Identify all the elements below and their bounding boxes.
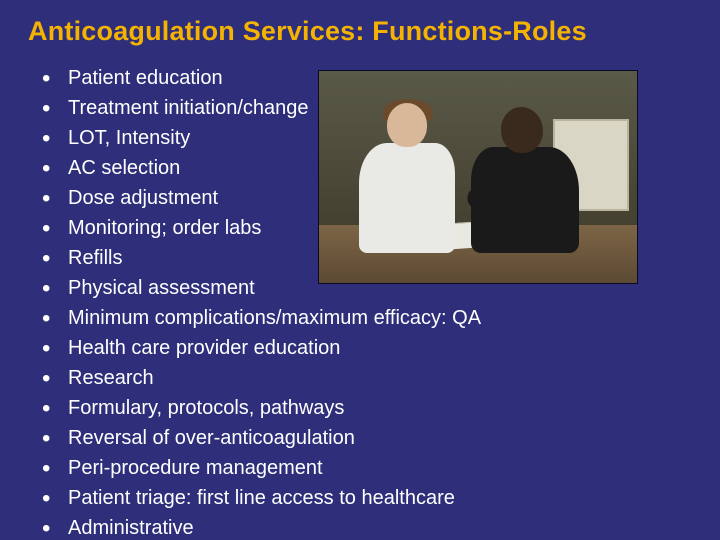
list-item: Health care provider education xyxy=(40,335,720,362)
list-item-label: LOT, Intensity xyxy=(68,127,190,149)
list-item-label: Patient triage: first line access to hea… xyxy=(68,487,455,509)
bullet-list: Patient education Treatment initiation/c… xyxy=(40,65,720,540)
list-item-label: Treatment initiation/change xyxy=(68,97,309,119)
list-item-label: Research xyxy=(68,367,154,389)
list-item-label: AC selection xyxy=(68,157,180,179)
list-item: Administrative xyxy=(40,515,720,540)
list-item-label: Monitoring; order labs xyxy=(68,217,261,239)
list-item: Reversal of over-anticoagulation xyxy=(40,425,720,452)
list-item: Physical assessment xyxy=(40,275,720,302)
list-item: Refills xyxy=(40,245,720,272)
list-item: Patient education xyxy=(40,65,720,92)
list-item-label: Dose adjustment xyxy=(68,187,218,209)
list-item: Dose adjustment xyxy=(40,185,720,212)
list-item-label: Patient education xyxy=(68,67,223,89)
list-item-label: Reversal of over-anticoagulation xyxy=(68,427,355,449)
list-item: Treatment initiation/change xyxy=(40,95,720,122)
list-item-label: Physical assessment xyxy=(68,277,255,299)
list-item: Minimum complications/maximum efficacy: … xyxy=(40,305,720,332)
list-item-label: Formulary, protocols, pathways xyxy=(68,397,344,419)
list-item-label: Minimum complications/maximum efficacy: … xyxy=(68,307,481,329)
list-item: AC selection xyxy=(40,155,720,182)
list-item: Research xyxy=(40,365,720,392)
page-title: Anticoagulation Services: Functions-Role… xyxy=(0,0,720,47)
list-item-label: Peri-procedure management xyxy=(68,457,323,479)
content-area: Patient education Treatment initiation/c… xyxy=(0,47,720,540)
list-item-label: Administrative xyxy=(68,517,194,539)
list-item: Monitoring; order labs xyxy=(40,215,720,242)
list-item-label: Refills xyxy=(68,247,122,269)
list-item-label: Health care provider education xyxy=(68,337,340,359)
list-item: Formulary, protocols, pathways xyxy=(40,395,720,422)
list-item: Peri-procedure management xyxy=(40,455,720,482)
list-item: Patient triage: first line access to hea… xyxy=(40,485,720,512)
list-item: LOT, Intensity xyxy=(40,125,720,152)
